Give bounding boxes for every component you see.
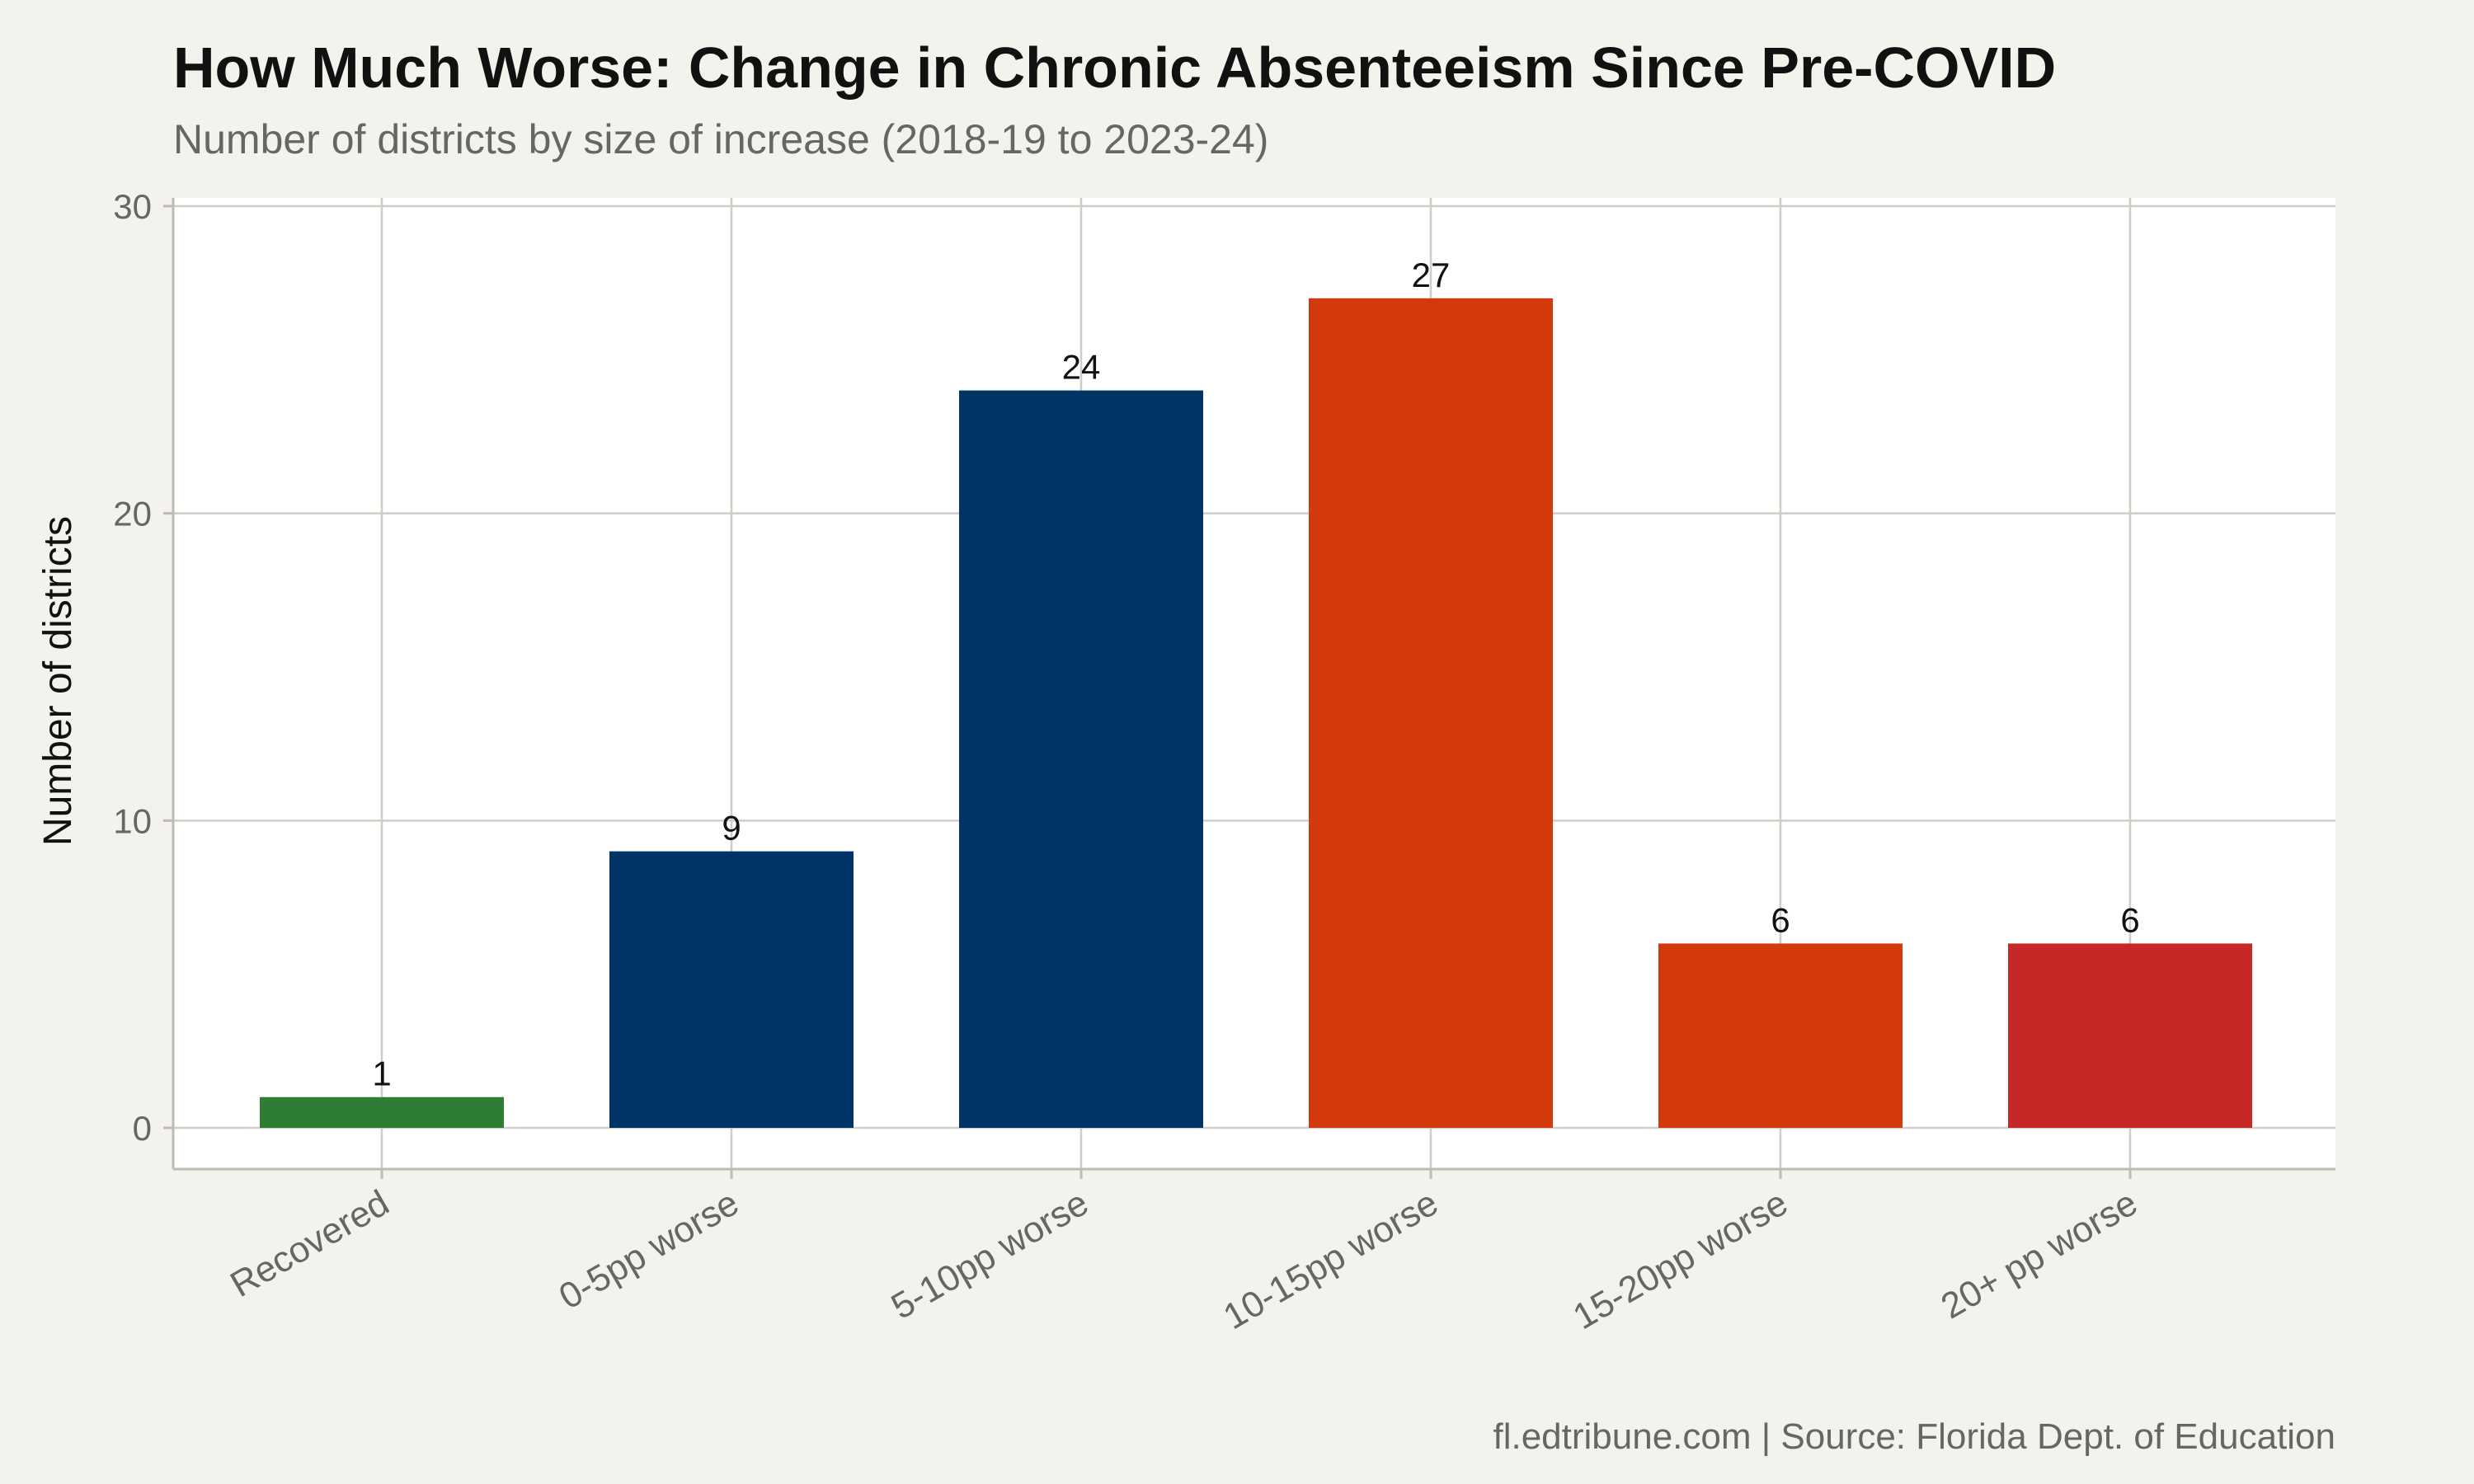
bar-value-label: 1 [372,1054,391,1093]
y-tick-label: 20 [113,495,152,533]
chart-subtitle: Number of districts by size of increase … [173,116,1269,162]
y-tick-label: 10 [113,801,152,840]
x-tick-labels: Recovered 0-5pp worse 5-10pp worse 10-15pp … [223,1182,2144,1337]
bars [260,298,2252,1129]
bar-5-10pp-worse [959,390,1203,1129]
source-caption: fl.edtribune.com | Source: Florida Dept.… [1493,1416,2335,1457]
bar-value-label: 9 [722,809,741,848]
bar-value-label: 27 [1412,256,1451,294]
bar-10-15pp-worse [1309,298,1553,1128]
x-tick-label: Recovered [223,1182,396,1305]
y-tick-label: 30 [113,187,152,226]
x-tick-label: 0-5pp worse [553,1182,745,1317]
chart-title: How Much Worse: Change in Chronic Absent… [173,35,2057,100]
x-tick-label: 15-20pp worse [1566,1182,1794,1337]
bar-value-label: 6 [2120,900,2139,939]
x-tick-label: 5-10pp worse [885,1182,1095,1327]
x-tick-label: 20+ pp worse [1935,1182,2144,1327]
bar-0-5pp-worse [609,851,854,1128]
bar-value-label: 6 [1771,900,1790,939]
y-axis-title: Number of districts [36,516,80,846]
data-labels: 1 9 24 27 6 6 [372,256,2139,1093]
y-tick-label: 0 [133,1109,152,1148]
bar-15-20pp-worse [1658,943,1903,1128]
bar-value-label: 24 [1062,348,1101,387]
x-tick-label: 10-15pp worse [1216,1182,1445,1337]
y-tick-labels: 0 10 20 30 [113,187,152,1148]
bar-recovered [260,1097,504,1128]
plot-panel [173,198,2335,1169]
bar-20-pp-worse [2008,943,2252,1128]
axes [163,198,2335,1179]
